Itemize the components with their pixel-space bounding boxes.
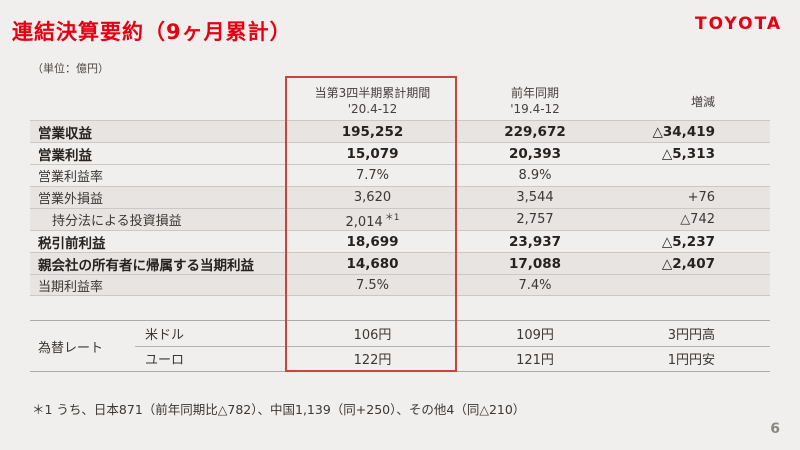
fx-divider: [135, 346, 770, 347]
table-header: 当第3四半期累計期間 '20.4-12 前年同期 '19.4-12 増減: [30, 82, 770, 120]
value-current: 3,620: [353, 190, 392, 205]
header-prior-period: 前年同期 '19.4-12: [460, 85, 610, 117]
table-row: 営業利益率 7.7% 8.9%: [30, 164, 770, 186]
row-label: 税引前利益: [38, 235, 106, 252]
table-row: 当期利益率 7.5% 7.4%: [30, 274, 770, 296]
value-change: 1円円安: [667, 353, 715, 368]
value-current: 2,014 ＊1: [345, 212, 400, 230]
currency-label: ユーロ: [145, 353, 185, 368]
value-current: 195,252: [341, 123, 404, 140]
fx-row: 米ドル 106円 109円 3円円高: [30, 321, 770, 346]
value-current: 122円: [353, 353, 392, 368]
value-prior: 121円: [516, 353, 554, 368]
value-current: 18,699: [346, 233, 399, 250]
value-prior: 23,937: [508, 233, 562, 250]
row-label: 当期利益率: [38, 279, 104, 295]
value-prior: 7.4%: [518, 277, 552, 293]
value-change: 3円円高: [667, 328, 715, 343]
header-prior-period-range: '19.4-12: [510, 102, 560, 116]
value-prior: 2,757: [516, 212, 554, 227]
table-row: 営業利益 15,079 20,393 △5,313: [30, 142, 770, 164]
value-change: △2,407: [661, 255, 715, 272]
value-prior: 3,544: [516, 190, 554, 205]
row-label: 営業利益: [38, 147, 92, 164]
value-change: +76: [687, 190, 715, 205]
row-label: 営業収益: [38, 125, 92, 142]
value-change: △5,237: [661, 233, 715, 250]
value-current: 7.5%: [355, 277, 390, 293]
page-title: 連結決算要約（9ヶ月累計）: [12, 20, 292, 44]
row-label: 親会社の所有者に帰属する当期利益: [38, 257, 254, 274]
value-change: △742: [680, 212, 715, 227]
toyota-logo: TOYOTA: [694, 14, 782, 34]
table-body: 営業収益 195,252 229,672 △34,419 営業利益 15,079 20,39…: [30, 120, 770, 296]
row-label: 持分法による投資損益: [52, 214, 182, 229]
value-change: △34,419: [652, 123, 715, 140]
table-row: 営業外損益 3,620 3,544 +76: [30, 186, 770, 208]
header-current-period: 当第3四半期累計期間 '20.4-12: [285, 85, 460, 117]
table-row: 持分法による投資損益 2,014 ＊1 2,757 △742: [30, 208, 770, 230]
table-row: 親会社の所有者に帰属する当期利益 14,680 17,088 △2,407: [30, 252, 770, 274]
header-current-period-range: '20.4-12: [347, 102, 398, 116]
currency-label: 米ドル: [145, 328, 185, 343]
row-label: 営業利益率: [38, 170, 104, 185]
header-change: 増減: [690, 94, 715, 109]
table-row: 営業収益 195,252 229,672 △34,419: [30, 120, 770, 142]
value-current: 7.7%: [355, 168, 390, 183]
value-current: 14,680: [346, 255, 399, 272]
row-label: 営業外損益: [38, 192, 104, 207]
fx-rows: 米ドル 106円 109円 3円円高ユーロ 122円 121円 1円円安: [30, 321, 770, 371]
value-change: △5,313: [661, 145, 715, 162]
page-number: 6: [770, 421, 780, 437]
unit-label: （単位：億円）: [32, 62, 109, 75]
header-current-period-title: 当第3四半期累計期間: [314, 85, 431, 100]
footnote: ＊1 うち、日本871（前年同期比△782）、中国1,139（同+250）、その…: [32, 402, 526, 417]
value-prior: 8.9%: [518, 168, 552, 183]
fx-row: ユーロ 122円 121円 1円円安: [30, 346, 770, 371]
value-current: 106円: [353, 328, 392, 343]
value-prior: 17,088: [508, 255, 562, 272]
value-prior: 109円: [516, 328, 554, 343]
table-row: 税引前利益 18,699 23,937 △5,237: [30, 230, 770, 252]
header-prior-period-title: 前年同期: [510, 85, 559, 100]
fx-section: 為替レート 米ドル 106円 109円 3円円高ユーロ 122円 121円 1円円安: [30, 320, 770, 372]
results-table: 当第3四半期累計期間 '20.4-12 前年同期 '19.4-12 増減 営業収…: [30, 82, 770, 372]
fx-label: 為替レート: [38, 340, 104, 356]
value-prior: 229,672: [504, 123, 566, 140]
footnote-marker: ＊1: [384, 212, 400, 223]
value-current: 15,079: [346, 145, 399, 162]
value-prior: 20,393: [508, 145, 562, 162]
